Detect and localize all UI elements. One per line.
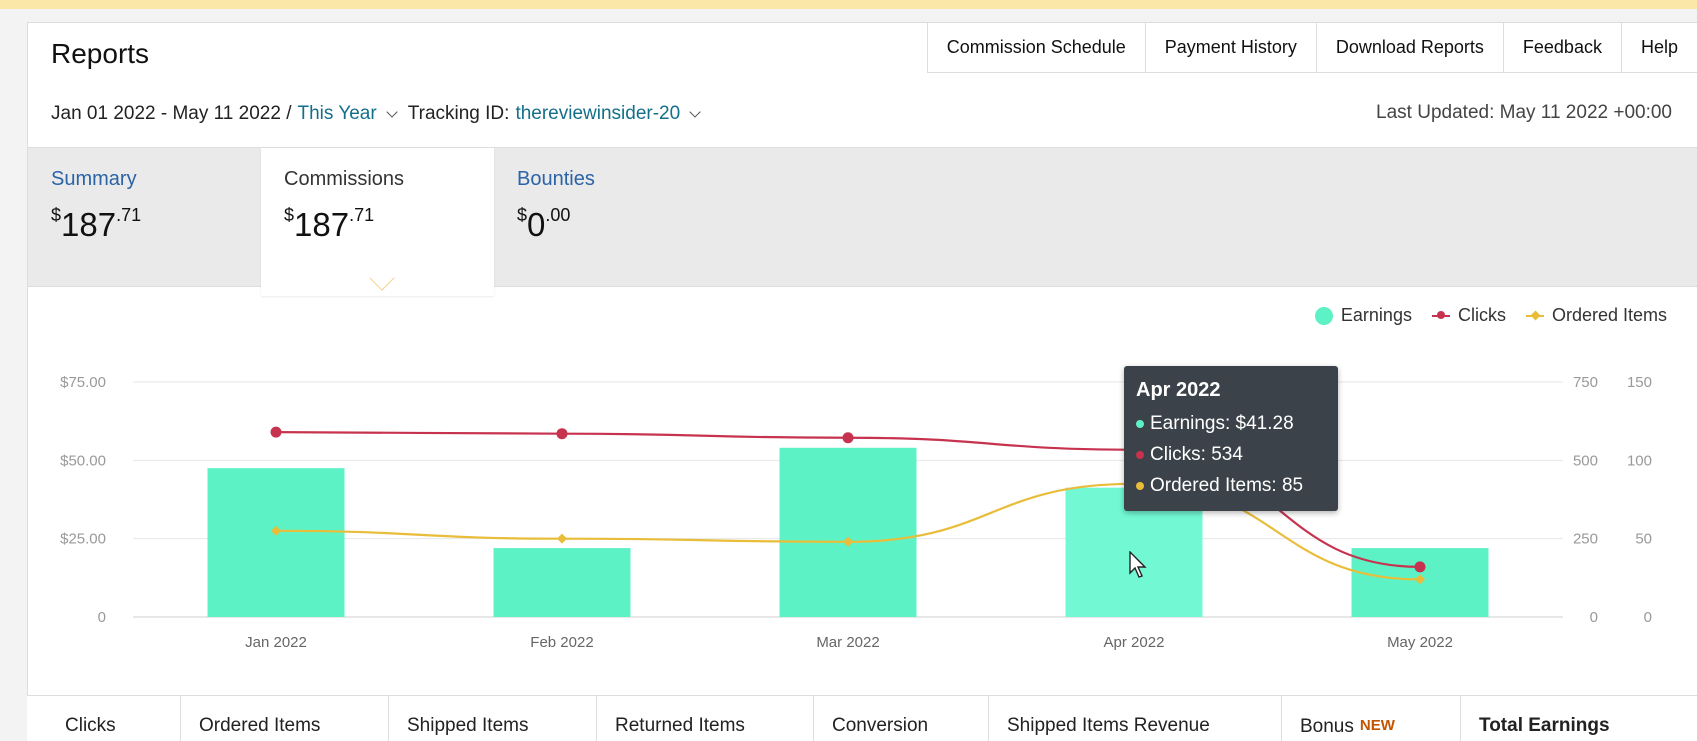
y-left-tick-label: $75.00	[60, 374, 106, 391]
tab-conversion[interactable]: Conversion	[814, 696, 989, 741]
tab-shipped-items[interactable]: Shipped Items	[389, 696, 597, 741]
legend-earnings[interactable]: Earnings	[1314, 305, 1412, 326]
y-mid-tick-label: 500	[1573, 452, 1598, 469]
tab-total-earnings[interactable]: Total Earnings	[1461, 696, 1628, 741]
metric-tabs: Clicks Ordered Items Shipped Items Retur…	[27, 695, 1697, 741]
tab-bonus[interactable]: Bonus NEW	[1282, 696, 1461, 741]
tracking-id-label: Tracking ID:	[407, 103, 510, 124]
ordered-items-line	[275, 482, 1421, 581]
clicks-point	[1414, 561, 1426, 573]
tab-summary-label: Summary	[51, 168, 137, 190]
y-right-tick-label: 50	[1635, 531, 1652, 548]
notification-banner	[0, 0, 1697, 9]
commission-schedule-link[interactable]: Commission Schedule	[928, 23, 1146, 72]
tab-summary[interactable]: Summary $187.71	[28, 148, 261, 288]
tracking-id-dropdown[interactable]: thereviewinsider-20	[515, 103, 681, 124]
tooltip-title: Apr 2022	[1136, 379, 1221, 401]
earnings-dot-icon	[1314, 306, 1333, 325]
ordered-items-point	[1415, 574, 1425, 585]
tooltip-ordered-items: Ordered Items: 85	[1136, 470, 1326, 501]
clicks-line-icon	[1431, 310, 1450, 319]
chart-legend: Earnings Clicks Ordered Items	[1295, 305, 1667, 326]
tab-shipped-items-revenue[interactable]: Shipped Items Revenue	[989, 696, 1282, 741]
legend-clicks[interactable]: Clicks	[1431, 305, 1506, 326]
clicks-point	[556, 428, 568, 440]
date-preset-dropdown[interactable]: This Year	[297, 103, 377, 124]
y-left-tick-label: $25.00	[60, 531, 106, 548]
ordered-items-point	[557, 533, 567, 544]
tab-bounties[interactable]: Bounties $0.00	[494, 148, 727, 288]
x-tick-label: Feb 2022	[530, 634, 593, 651]
tab-returned-items[interactable]: Returned Items	[597, 696, 814, 741]
bounties-amount: $0.00	[517, 205, 571, 243]
earnings-bar	[779, 447, 917, 617]
ordered-items-line-icon	[1525, 314, 1544, 317]
y-left-tick-label: 0	[98, 609, 106, 626]
ordered-items-point	[843, 536, 853, 547]
y-mid-tick-label: 0	[1590, 609, 1598, 626]
last-updated: Last Updated: May 11 2022 +00:00	[1376, 102, 1672, 123]
commissions-amount: $187.71	[284, 205, 375, 243]
date-range: Jan 01 2022 - May 11 2022 /	[51, 103, 292, 124]
tab-clicks[interactable]: Clicks	[27, 696, 181, 741]
payment-history-link[interactable]: Payment History	[1146, 23, 1317, 72]
y-right-tick-label: 0	[1644, 609, 1652, 626]
x-tick-label: May 2022	[1387, 634, 1453, 651]
filter-bar: Jan 01 2022 - May 11 2022 / This Year Tr…	[51, 103, 711, 125]
ordered-items-point	[271, 525, 281, 536]
top-navigation: Commission Schedule Payment History Down…	[926, 23, 1697, 73]
clicks-point	[842, 432, 854, 444]
y-mid-tick-label: 250	[1573, 531, 1598, 548]
legend-ordered-items[interactable]: Ordered Items	[1525, 305, 1667, 326]
y-mid-tick-label: 750	[1573, 374, 1598, 391]
tab-bounties-label: Bounties	[517, 168, 595, 190]
tooltip-clicks: Clicks: 534	[1136, 439, 1326, 470]
chart-tooltip: Apr 2022 Earnings: $41.28 Clicks: 534 Or…	[1124, 366, 1338, 511]
x-tick-label: Apr 2022	[1104, 634, 1165, 651]
download-reports-link[interactable]: Download Reports	[1317, 23, 1504, 72]
y-left-tick-label: $50.00	[60, 452, 106, 469]
y-right-tick-label: 150	[1627, 374, 1652, 391]
tooltip-earnings: Earnings: $41.28	[1136, 408, 1326, 439]
summary-amount: $187.71	[51, 205, 142, 243]
new-badge: NEW	[1359, 717, 1395, 734]
earnings-bar	[207, 468, 345, 617]
help-link[interactable]: Help	[1640, 37, 1678, 57]
tab-ordered-items[interactable]: Ordered Items	[181, 696, 389, 741]
feedback-link[interactable]: Feedback	[1504, 23, 1622, 72]
clicks-point	[270, 426, 282, 438]
tab-commissions-label: Commissions	[284, 168, 405, 190]
page-title: Reports	[51, 38, 150, 69]
earnings-bar	[493, 548, 631, 617]
x-tick-label: Mar 2022	[816, 634, 879, 651]
y-right-tick-label: 100	[1627, 452, 1652, 469]
x-tick-label: Jan 2022	[245, 634, 307, 651]
mouse-cursor-icon	[1129, 551, 1147, 578]
